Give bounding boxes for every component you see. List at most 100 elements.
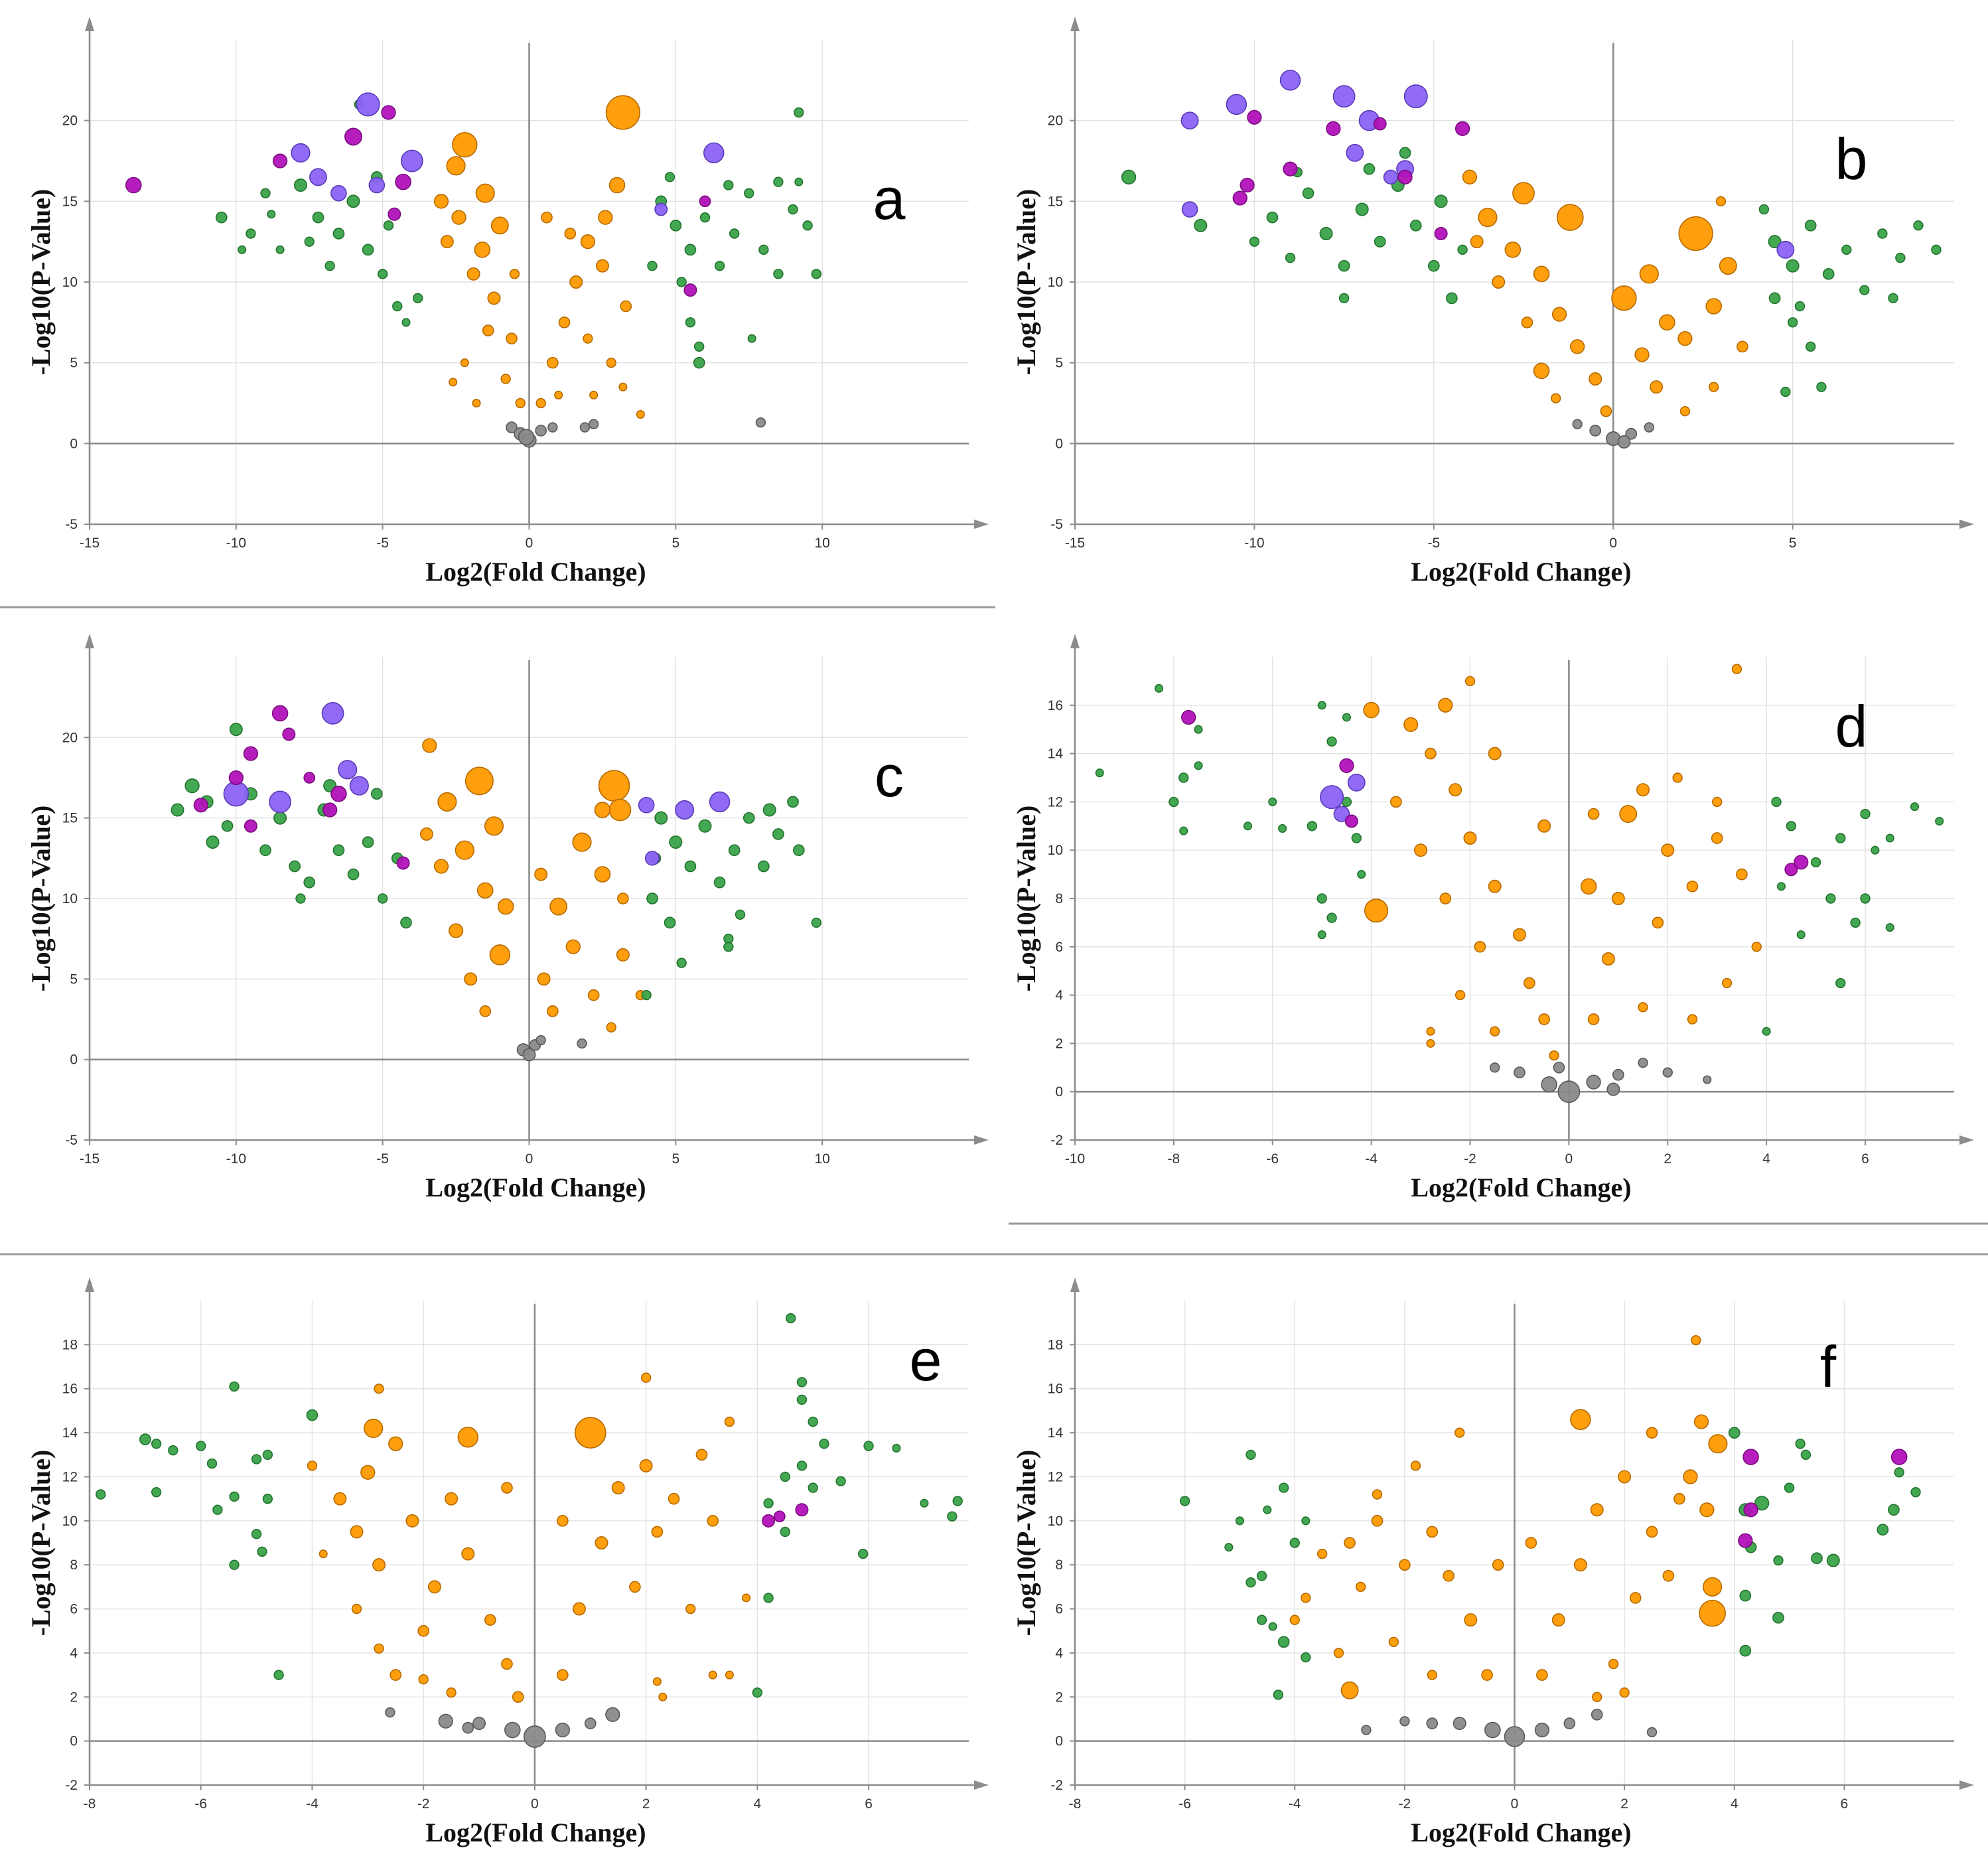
data-point-green [206, 835, 220, 849]
x-axis-arrow [974, 520, 989, 529]
x-axis-title: Log2(Fold Change) [425, 1173, 646, 1202]
data-point-grey [579, 422, 591, 433]
data-point-green [1268, 797, 1277, 806]
data-point-green [780, 1526, 790, 1538]
data-point-orange [1708, 1434, 1728, 1454]
data-point-orange [1589, 372, 1602, 386]
x-tick-label: 4 [753, 1796, 761, 1812]
data-point-green [1754, 1496, 1770, 1511]
y-tick-label: 4 [1055, 988, 1063, 1003]
data-point-green [723, 942, 734, 952]
data-point-orange [333, 1492, 347, 1506]
x-tick-label: -10 [1065, 1151, 1085, 1167]
data-point-orange [1551, 307, 1567, 322]
data-point-orange [1719, 257, 1737, 275]
data-point-orange [640, 1372, 652, 1383]
data-point-green [312, 211, 324, 224]
data-point-magenta [1344, 814, 1358, 828]
data-point-green [1910, 1486, 1921, 1498]
y-tick-label: -2 [1050, 1133, 1063, 1148]
data-point-purple [338, 760, 358, 780]
x-tick-label: -15 [80, 536, 100, 551]
data-point-green [332, 844, 345, 857]
y-axis-title: -Log10(P-Value) [26, 806, 56, 992]
data-point-grey [1606, 1082, 1620, 1096]
data-point-green [412, 293, 423, 304]
data-point-orange [1533, 362, 1550, 380]
y-tick-label: 12 [1048, 794, 1063, 810]
x-tick-label: -8 [84, 1796, 96, 1812]
y-tick-label: -2 [65, 1778, 78, 1793]
x-tick-label: -15 [80, 1151, 100, 1167]
data-point-orange [565, 939, 581, 954]
data-point-green [332, 228, 345, 240]
data-point-purple [1403, 84, 1428, 109]
data-point-orange [1636, 783, 1650, 797]
x-tick-label: 4 [1762, 1151, 1770, 1167]
data-point-orange [1638, 1002, 1648, 1013]
data-point-purple [1180, 111, 1199, 130]
data-point-green [196, 1441, 206, 1451]
data-point-orange [1661, 843, 1675, 857]
data-point-green [221, 820, 234, 832]
data-point-purple [356, 92, 380, 117]
data-point-green [773, 269, 784, 279]
data-point-green [670, 219, 682, 232]
data-point-green [685, 317, 696, 328]
y-tick-label: 15 [62, 811, 78, 826]
panel-letter-f: f [1820, 1334, 1837, 1400]
data-point-green [1885, 833, 1894, 843]
data-point-orange [724, 1416, 735, 1427]
data-point-green [1307, 821, 1318, 831]
data-point-green [1277, 1636, 1290, 1648]
data-point-orange [319, 1549, 328, 1559]
data-point-orange [1372, 1489, 1383, 1500]
data-point-magenta [381, 105, 396, 120]
y-tick-label: -5 [65, 517, 78, 532]
data-point-orange [506, 332, 518, 345]
data-point-orange [1481, 1669, 1493, 1681]
data-point-green [1877, 228, 1888, 239]
y-tick-label: 2 [1055, 1689, 1063, 1705]
panel-letter-c: c [875, 743, 904, 809]
data-point-purple [309, 168, 327, 186]
data-point-green [1245, 1449, 1256, 1460]
data-point-green [1795, 1438, 1806, 1449]
data-point-grey [1361, 1725, 1372, 1735]
data-point-orange [1525, 1537, 1537, 1549]
data-point-orange [479, 1005, 492, 1017]
data-point-magenta [244, 819, 257, 833]
data-point-orange [405, 1514, 419, 1528]
data-point-orange [388, 1436, 403, 1451]
data-point-orange [1492, 275, 1506, 289]
data-point-orange [546, 356, 559, 369]
data-point-green [1256, 1571, 1267, 1581]
data-point-orange [1470, 235, 1484, 249]
data-point-orange [707, 1514, 719, 1527]
data-point-orange [472, 398, 481, 408]
data-point-orange [440, 235, 454, 249]
data-point-green [752, 1687, 763, 1698]
data-point-green [1835, 977, 1846, 989]
data-point-grey [584, 1717, 597, 1729]
data-point-orange [628, 1581, 641, 1593]
data-point-magenta [271, 705, 289, 722]
data-point-orange [616, 948, 630, 962]
data-point-orange [1693, 1414, 1709, 1429]
data-point-orange [1410, 1461, 1421, 1471]
data-point-green [295, 893, 306, 904]
x-tick-label: 0 [1609, 536, 1617, 551]
data-point-green [229, 1381, 240, 1392]
data-point-orange [1601, 952, 1615, 966]
data-point-orange [1443, 1569, 1455, 1582]
data-point-green [952, 1496, 963, 1506]
data-point-orange [1618, 1470, 1632, 1484]
data-point-orange [1512, 182, 1535, 205]
x-axis-arrow [1959, 1135, 1974, 1145]
data-point-orange [1549, 1050, 1559, 1061]
data-point-orange [589, 390, 599, 399]
data-point-green [1278, 1482, 1289, 1493]
data-point-green [796, 1394, 808, 1405]
data-point-orange [1551, 1613, 1565, 1627]
